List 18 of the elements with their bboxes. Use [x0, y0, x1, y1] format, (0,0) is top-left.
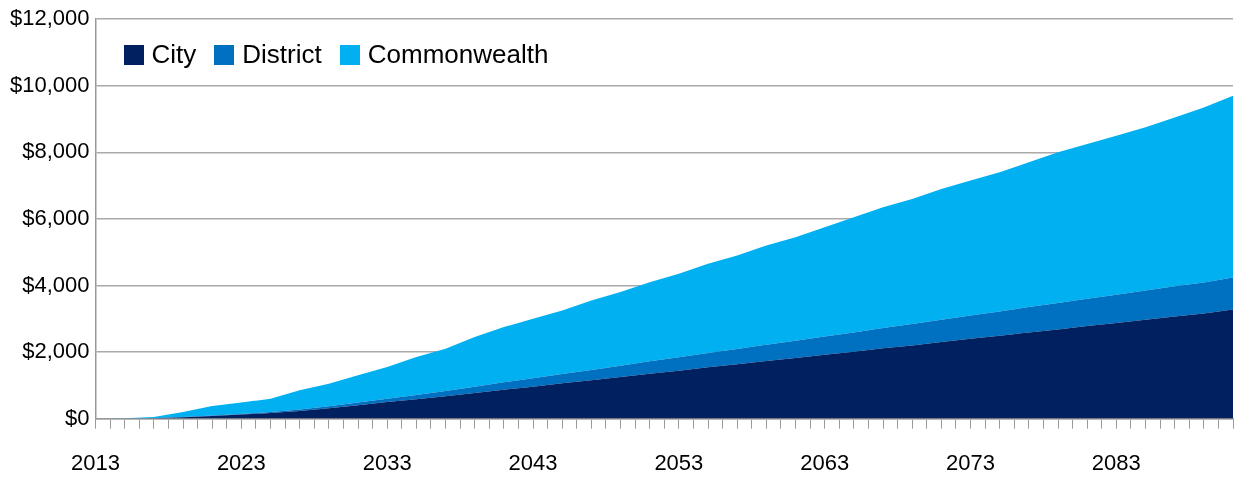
y-tick-label: $8,000 [22, 138, 90, 164]
x-tick-label: 2033 [362, 449, 412, 475]
y-tick-label: $2,000 [22, 338, 90, 364]
legend-label: Commonwealth [367, 39, 549, 71]
y-tick-label: $4,000 [22, 271, 90, 297]
y-tick-label: $0 [65, 404, 90, 430]
legend-label: District [242, 39, 322, 71]
legend-label: City [151, 39, 197, 71]
y-tick-label: $6,000 [22, 204, 90, 230]
x-tick-label: 2043 [508, 449, 558, 475]
x-tick-label: 2083 [1091, 449, 1141, 475]
x-tick-label: 2053 [654, 449, 704, 475]
y-tick-label: $10,000 [9, 71, 90, 97]
x-tick-label: 2063 [800, 449, 850, 475]
x-tick-label: 2023 [216, 449, 266, 475]
y-tick-label: $12,000 [9, 5, 90, 31]
x-tick-label: 2073 [946, 449, 995, 475]
x-tick-label: 2013 [71, 449, 120, 475]
